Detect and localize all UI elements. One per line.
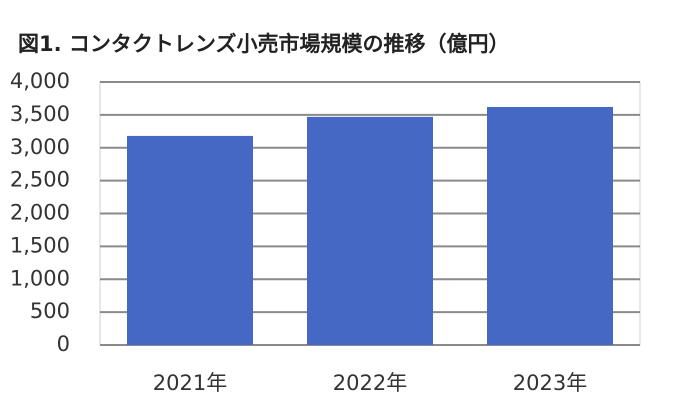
y-tick-label: 500	[30, 299, 70, 323]
y-tick-label: 0	[57, 332, 70, 356]
x-tick-label: 2023年	[513, 371, 587, 395]
y-tick-label: 1,500	[10, 233, 70, 257]
bar	[487, 106, 613, 345]
bar	[127, 135, 253, 345]
x-tick-label: 2022年	[333, 371, 407, 395]
y-tick-label: 1,000	[10, 266, 70, 290]
y-tick-label: 3,500	[10, 102, 70, 126]
y-tick-label: 2,000	[10, 201, 70, 225]
y-tick-label: 3,000	[10, 135, 70, 159]
x-tick-label: 2021年	[153, 371, 227, 395]
chart-title: 図1. コンタクトレンズ小売市場規模の推移（億円）	[18, 32, 509, 56]
y-tick-label: 2,500	[10, 168, 70, 192]
y-tick-label: 4,000	[10, 69, 70, 93]
bar	[307, 116, 433, 345]
